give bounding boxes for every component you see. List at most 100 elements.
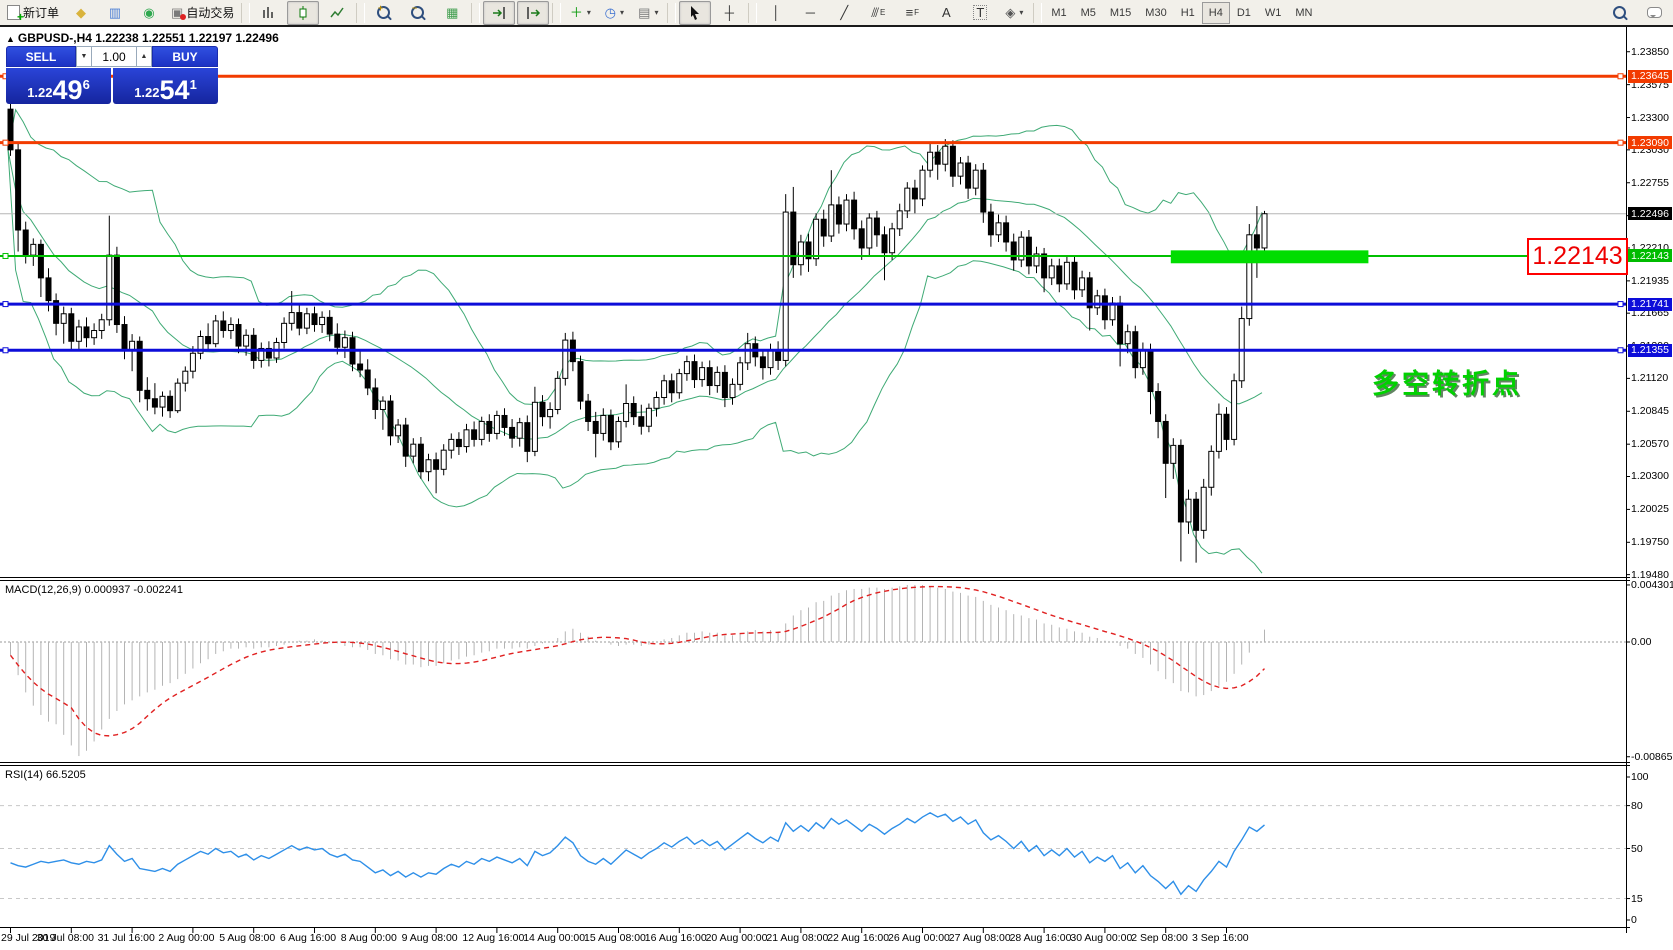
auto-scroll-button[interactable] xyxy=(483,0,516,25)
crosshair-icon: ┼ xyxy=(724,5,734,20)
dropdown-caret-icon[interactable]: ▾ xyxy=(1019,8,1024,17)
timeframe-mn-button[interactable]: MN xyxy=(1288,2,1319,24)
autotrading-button[interactable]: ▣ 自动交易 xyxy=(167,1,238,25)
line-handle[interactable] xyxy=(1617,139,1624,146)
dropdown-caret-icon[interactable]: ▾ xyxy=(654,8,659,17)
mql5-community-button[interactable]: ▥ xyxy=(99,1,131,25)
cursor-button[interactable] xyxy=(679,0,712,25)
bear-candle xyxy=(113,254,120,326)
dropdown-caret-icon[interactable]: ▾ xyxy=(586,8,591,17)
volume-decrease-button[interactable]: ▼ xyxy=(76,46,92,67)
bull-candle xyxy=(1048,265,1055,279)
bull-candle xyxy=(493,414,500,434)
crosshair-button[interactable]: ┼ xyxy=(713,1,745,25)
time-tick-label: 28 Aug 16:00 xyxy=(1009,932,1072,944)
periods-button[interactable]: ◷ ▾ xyxy=(598,1,630,25)
timeframe-h4-button[interactable]: H4 xyxy=(1201,1,1230,24)
templates-button[interactable]: ▤ ▾ xyxy=(632,1,664,25)
signals-button[interactable]: ◉ xyxy=(133,1,165,25)
new-order-button[interactable]: 新订单 xyxy=(3,1,63,25)
timeframe-h1-button[interactable]: H1 xyxy=(1174,2,1202,24)
indicators-button[interactable]: ＋ ▾ xyxy=(564,1,596,25)
bar-chart-button[interactable] xyxy=(253,1,285,25)
timeframe-m15-button[interactable]: M15 xyxy=(1103,2,1138,24)
bear-candle xyxy=(501,414,508,428)
bear-candle xyxy=(820,218,827,237)
bull-candle xyxy=(889,228,896,254)
time-tick-label: 5 Aug 08:00 xyxy=(219,932,276,944)
line-handle[interactable] xyxy=(2,301,9,308)
bear-candle xyxy=(759,356,766,369)
volume-input[interactable]: 1.00 xyxy=(92,46,136,67)
bear-candle xyxy=(326,316,333,335)
horizontal-line-button[interactable]: ─ xyxy=(794,1,826,25)
bull-candle xyxy=(547,408,554,418)
main-pane xyxy=(0,73,1626,574)
bollinger-middle-band xyxy=(7,149,1263,440)
text-button[interactable]: A xyxy=(930,1,962,25)
line-chart-button[interactable] xyxy=(321,1,353,25)
zoom-out-button[interactable]: − xyxy=(402,1,434,25)
timeframe-m30-button[interactable]: M30 xyxy=(1138,2,1173,24)
bear-candle xyxy=(144,389,151,400)
line-handle[interactable] xyxy=(2,347,9,354)
turning-point-text-annotation[interactable]: 多空转折点 xyxy=(1372,369,1522,399)
chart-title: ▲ GBPUSD-,H4 1.22238 1.22551 1.22197 1.22… xyxy=(6,31,279,45)
line-handle[interactable] xyxy=(2,252,9,259)
timeframe-d1-button[interactable]: D1 xyxy=(1230,2,1258,24)
timeframe-m5-button[interactable]: M5 xyxy=(1074,2,1103,24)
bull-candle xyxy=(98,319,105,332)
line-handle[interactable] xyxy=(1617,301,1624,308)
time-tick-label: 6 Aug 16:00 xyxy=(280,932,337,944)
line-handle[interactable] xyxy=(1617,73,1624,80)
equidistant-channel-button[interactable]: ⫻ E xyxy=(862,1,894,25)
arrows-button[interactable]: ◈ ▾ xyxy=(998,1,1030,25)
bear-candle xyxy=(45,277,52,302)
zoom-out-icon: − xyxy=(410,3,426,19)
price-level-annotation[interactable]: 1.22143 xyxy=(1527,238,1628,275)
supply-zone-rectangle[interactable] xyxy=(1170,250,1369,264)
time-tick-label: 30 Jul 08:00 xyxy=(36,932,95,944)
bear-candle xyxy=(509,426,516,439)
trendline-button[interactable]: ╱ xyxy=(828,1,860,25)
rsi-tick-label: 100 xyxy=(1631,771,1649,783)
line-handle[interactable] xyxy=(2,139,9,146)
bear-candle xyxy=(296,312,303,329)
time-tick-label: 20 Aug 00:00 xyxy=(705,932,768,944)
bull-candle xyxy=(653,397,660,409)
time-tick-label: 26 Aug 00:00 xyxy=(888,932,950,944)
timeframe-m1-button[interactable]: M1 xyxy=(1044,2,1073,24)
sell-price[interactable]: 1.22 49 6 xyxy=(6,68,111,104)
chart-shift-button[interactable] xyxy=(517,0,550,25)
toolbar-right-group xyxy=(1603,1,1671,25)
vertical-line-button[interactable]: │ xyxy=(760,1,792,25)
timeframe-w1-button[interactable]: W1 xyxy=(1258,2,1289,24)
candlestick-chart-button[interactable] xyxy=(287,0,320,25)
sell-button[interactable]: SELL xyxy=(6,46,76,67)
bull-candle xyxy=(957,162,964,177)
collapse-icon[interactable]: ▲ xyxy=(6,34,15,44)
bull-candle xyxy=(615,420,622,443)
tile-windows-button[interactable]: ▦ xyxy=(436,1,468,25)
text-label-button[interactable]: T xyxy=(964,1,996,25)
search-button[interactable] xyxy=(1604,1,1636,25)
buy-price[interactable]: 1.22 54 1 xyxy=(113,68,218,104)
metaeditor-button[interactable]: ◆ xyxy=(65,1,97,25)
rsi-indicator-label: RSI(14) 66.5205 xyxy=(5,769,86,781)
chat-button[interactable] xyxy=(1638,1,1670,25)
price-tick-label: 1.20025 xyxy=(1631,503,1669,516)
bull-candle xyxy=(813,218,820,260)
bear-candle xyxy=(805,241,812,260)
bull-candle xyxy=(645,407,652,427)
buy-button[interactable]: BUY xyxy=(152,46,218,67)
dropdown-caret-icon[interactable]: ▾ xyxy=(619,8,624,17)
fibonacci-button[interactable]: ≡ F xyxy=(896,1,928,25)
bull-candle xyxy=(341,337,348,348)
bear-candle xyxy=(607,414,614,443)
zoom-in-button[interactable]: + xyxy=(368,1,400,25)
line-handle[interactable] xyxy=(1617,347,1624,354)
volume-increase-button[interactable]: ▲ xyxy=(136,46,152,67)
bull-candle xyxy=(197,336,204,354)
bull-candle xyxy=(554,377,561,410)
bull-candle xyxy=(797,241,804,266)
